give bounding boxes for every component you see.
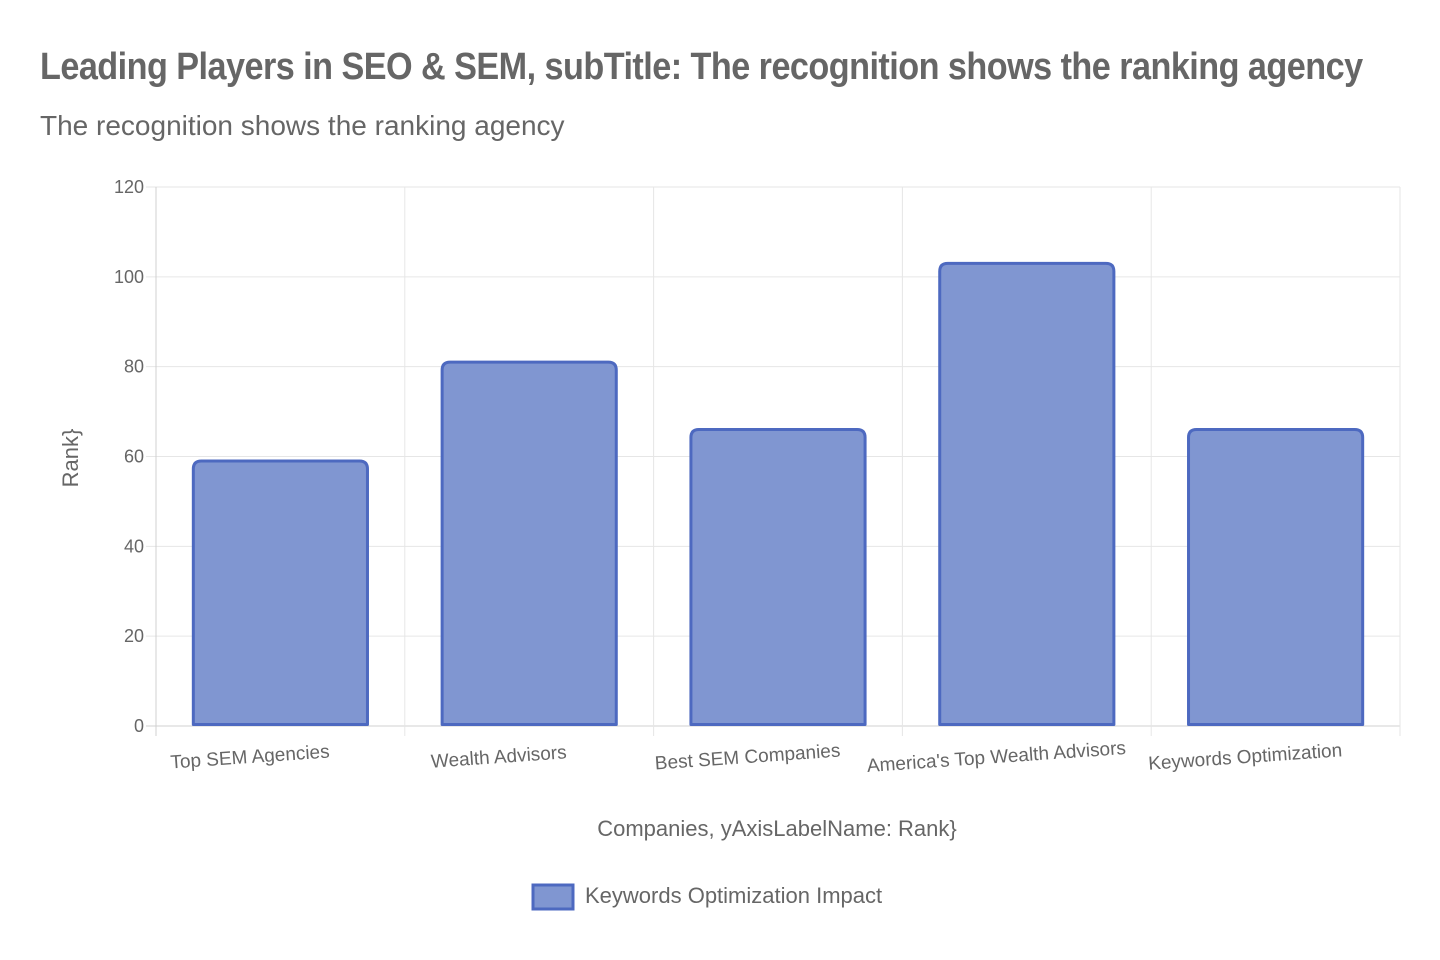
legend[interactable]: Keywords Optimization Impact bbox=[531, 883, 882, 911]
x-axis-ticks: Top SEM Agencies Wealth Advisors Best SEM … bbox=[170, 738, 1343, 777]
chart-subtitle: The recognition shows the ranking agency bbox=[40, 110, 565, 141]
bar[interactable] bbox=[440, 360, 618, 726]
bar-series bbox=[191, 261, 1365, 726]
x-axis-label: Companies, yAxisLabelName: Rank} bbox=[597, 816, 957, 841]
y-tick-label: 0 bbox=[134, 716, 144, 736]
bar[interactable] bbox=[938, 261, 1116, 726]
x-tick-label: America's Top Wealth Advisors bbox=[866, 738, 1126, 777]
chart-title: Leading Players in SEO & SEM, subTitle: … bbox=[40, 46, 1363, 88]
y-tick-label: 80 bbox=[124, 357, 144, 377]
legend-label[interactable]: Keywords Optimization Impact bbox=[585, 883, 882, 908]
x-tick-label: Best SEM Companies bbox=[654, 741, 841, 775]
bar[interactable] bbox=[1187, 428, 1365, 726]
x-tick-label: Wealth Advisors bbox=[430, 742, 567, 772]
y-tick-label: 40 bbox=[124, 536, 144, 556]
legend-swatch[interactable] bbox=[531, 883, 575, 911]
y-axis-ticks: 0 20 40 60 80 100 120 bbox=[114, 177, 144, 736]
y-tick-label: 60 bbox=[124, 447, 144, 467]
bar[interactable] bbox=[191, 459, 369, 726]
x-tick-label: Top SEM Agencies bbox=[170, 741, 331, 773]
x-tick-label: Keywords Optimization bbox=[1148, 740, 1343, 775]
y-tick-label: 120 bbox=[114, 177, 144, 197]
y-tick-label: 20 bbox=[124, 626, 144, 646]
bar[interactable] bbox=[689, 428, 867, 726]
y-tick-label: 100 bbox=[114, 267, 144, 287]
y-axis-label: Rank} bbox=[58, 429, 83, 488]
